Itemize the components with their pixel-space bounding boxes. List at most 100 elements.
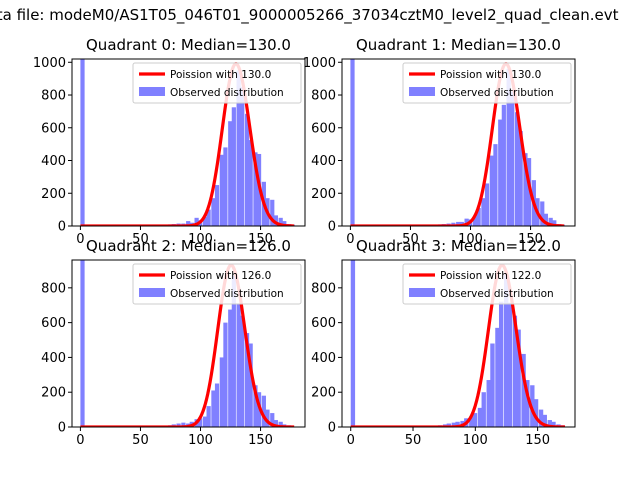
histogram-bar-q2-11 [211, 390, 216, 427]
histogram-bar-q2-20 [248, 343, 253, 427]
panel-q2: 0 50 100 150 0 200 400 600 800 Quadrant 2: Median… [41, 237, 306, 448]
histogram-bar-q3-23 [533, 399, 539, 427]
histogram-bar-q3-12 [486, 380, 491, 427]
x-tick-label-q1-100: 100 [458, 232, 483, 247]
histogram-bar-q3-21 [525, 380, 530, 427]
x-tick-label-q3-100: 100 [463, 433, 488, 448]
histogram-bar-q3-9 [472, 413, 478, 427]
histogram-bar-q0-28 [282, 221, 287, 226]
y-tick-label-q3-200: 200 [311, 386, 336, 401]
legend-label-hist-q3: Observed distribution [440, 288, 554, 300]
y-tick-label-q0-200: 200 [41, 187, 66, 202]
panel-title-q2: Quadrant 2: Median=126.0 [86, 237, 291, 255]
histogram-bar-q1-21 [523, 153, 528, 226]
y-tick-label-q3-800: 800 [311, 281, 336, 296]
legend-label-fit-q0: Poission with 130.0 [170, 69, 271, 81]
suptitle-text: Data file: modeM0/AS1T05_046T01_90000052… [0, 6, 619, 24]
histogram-bar-q3-15 [498, 301, 504, 427]
axes-frame-q3 [341, 259, 576, 428]
histogram-bar-q2-15 [228, 309, 233, 427]
histogram-bar-q2-4 [181, 422, 186, 427]
panel-q3: 0 50 100 150 0 200 400 600 800 Quadrant 3: Median… [311, 237, 576, 448]
histogram-bar-q0-10 [206, 209, 211, 226]
histogram-bar-q1-11 [481, 198, 486, 226]
histogram-bar-q3-25 [542, 414, 547, 427]
histogram-bar-q2-14 [223, 322, 228, 427]
histogram-bar-q2-19 [244, 333, 250, 427]
y-tick-label-q3-600: 600 [311, 316, 336, 331]
histogram-bar-q0-0 [80, 59, 85, 226]
y-tick-label-q1-800: 800 [311, 89, 336, 104]
y-tick-label-q1-0: 0 [328, 220, 336, 235]
histogram-bar-q1-25 [540, 201, 545, 226]
histogram-bar-q3-20 [521, 353, 526, 427]
histogram-bar-q0-26 [273, 215, 278, 226]
histogram-bar-q2-26 [273, 420, 278, 427]
histogram-bar-q1-10 [476, 207, 481, 226]
histogram-bar-q2-12 [214, 383, 220, 427]
poisson-fit-line-q3 [350, 263, 566, 427]
histogram-bar-q0-9 [202, 216, 208, 226]
histogram-bar-q3-8 [469, 416, 474, 427]
histogram-bar-q3-16 [503, 273, 509, 427]
figure-suptitle: Data file: modeM0/AS1T05_046T01_90000052… [0, 6, 640, 28]
histogram-bar-q1-5 [456, 221, 461, 226]
legend-label-fit-q1: Poission with 130.0 [440, 69, 541, 81]
panel-q0: 0 50 100 150 0 200 400 600 800 1000 Quadrant 0: Me… [33, 36, 306, 247]
x-tick-label-q3-150: 150 [525, 433, 550, 448]
legend-q2: Poission with 126.0 Observed distribution [132, 263, 302, 305]
y-tick-label-q2-0: 0 [58, 421, 66, 436]
histogram-bar-q1-26 [543, 213, 548, 226]
panel-q1: 0 50 100 150 0 200 400 600 800 1000 Quadrant 1: Me… [303, 36, 576, 247]
histogram-bar-q1-20 [518, 131, 523, 226]
histogram-bar-q0-20 [248, 140, 253, 226]
y-tick-label-q1-400: 400 [311, 154, 336, 169]
histogram-bar-q2-10 [206, 406, 211, 427]
legend-bar-swatch-q3 [409, 288, 435, 297]
histogram-bar-q2-21 [253, 385, 258, 427]
histogram-bar-q3-5 [455, 421, 460, 427]
histogram-bar-q0-27 [278, 217, 283, 226]
y-tick-label-q1-600: 600 [311, 121, 336, 136]
panel-title-q0: Quadrant 0: Median=130.0 [86, 36, 291, 54]
histogram-bar-q0-21 [253, 152, 258, 226]
legend-label-fit-q2: Poission with 126.0 [170, 270, 271, 282]
histogram-bar-q1-12 [484, 183, 490, 226]
histogram-bar-q1-13 [489, 155, 494, 226]
legend-box-q3 [402, 263, 572, 305]
y-tick-label-q2-800: 800 [41, 281, 66, 296]
x-tick-label-q0-150: 150 [248, 232, 273, 247]
legend-bar-swatch-q0 [139, 87, 165, 96]
y-tick-label-q0-1000: 1000 [33, 56, 66, 71]
legend-box-q1 [402, 62, 572, 104]
histogram-bar-q2-9 [202, 416, 208, 427]
histogram-bar-q0-7 [194, 217, 199, 226]
histogram-q0 [80, 59, 295, 226]
histogram-bar-q0-18 [240, 86, 245, 226]
y-tick-label-q3-0: 0 [328, 421, 336, 436]
legend-bar-swatch-q1 [409, 87, 435, 96]
histogram-bar-q2-0 [80, 260, 85, 427]
histogram-bar-q2-18 [240, 315, 245, 427]
legend-q1: Poission with 130.0 Observed distribution [402, 62, 572, 104]
histogram-bar-q2-24 [265, 409, 270, 427]
histogram-bar-q1-0 [350, 59, 355, 226]
histogram-bar-q0-5 [186, 221, 191, 226]
histogram-bar-q3-4 [451, 422, 457, 427]
histogram-bar-q2-17 [236, 303, 241, 427]
y-tick-label-q1-1000: 1000 [303, 56, 336, 71]
axes-frame-q0 [71, 58, 306, 227]
histogram-bar-q2-13 [219, 357, 224, 427]
histogram-bar-q1-16 [501, 104, 506, 226]
x-tick-label-q0-0: 0 [76, 232, 84, 247]
histogram-bar-q1-15 [498, 119, 503, 226]
histogram-bar-q1-27 [548, 217, 553, 226]
histogram-bar-q0-25 [270, 199, 275, 226]
histogram-bar-q0-12 [214, 185, 220, 226]
panel-title-q3: Quadrant 3: Median=122.0 [356, 237, 561, 255]
histogram-bar-q2-16 [231, 275, 236, 427]
x-tick-label-q3-0: 0 [347, 433, 355, 448]
x-tick-label-q2-0: 0 [76, 433, 84, 448]
x-tick-label-q2-50: 50 [132, 433, 149, 448]
